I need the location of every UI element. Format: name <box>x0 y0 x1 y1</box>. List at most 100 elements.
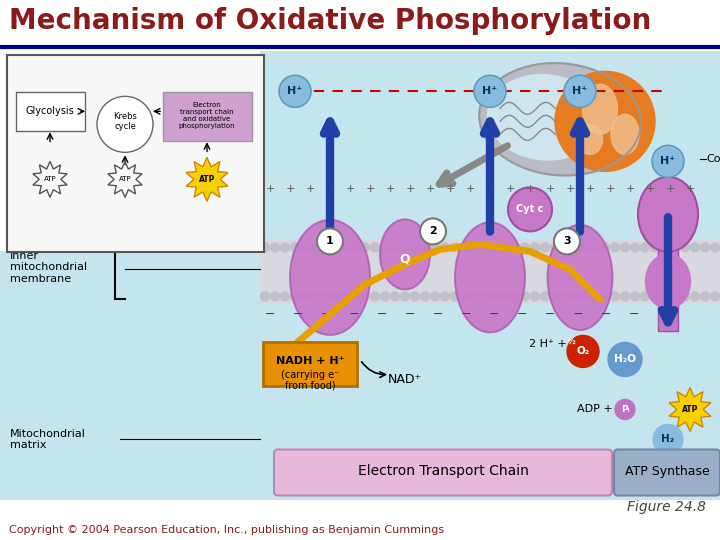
Circle shape <box>611 292 619 301</box>
FancyBboxPatch shape <box>658 221 678 332</box>
Circle shape <box>461 243 469 252</box>
Circle shape <box>564 75 596 107</box>
Text: H⁺: H⁺ <box>482 86 498 96</box>
FancyBboxPatch shape <box>163 92 252 141</box>
Text: +: + <box>585 184 595 194</box>
Circle shape <box>551 243 559 252</box>
Circle shape <box>541 243 549 252</box>
Circle shape <box>470 292 480 301</box>
FancyBboxPatch shape <box>260 51 720 500</box>
Circle shape <box>670 243 680 252</box>
Text: +: + <box>385 184 395 194</box>
Circle shape <box>500 292 510 301</box>
Circle shape <box>621 243 629 252</box>
Circle shape <box>521 292 529 301</box>
Circle shape <box>554 228 580 254</box>
Circle shape <box>711 292 719 301</box>
Circle shape <box>701 292 709 301</box>
Circle shape <box>652 145 684 177</box>
Circle shape <box>300 292 310 301</box>
Circle shape <box>261 292 269 301</box>
Circle shape <box>390 243 400 252</box>
Ellipse shape <box>555 71 655 171</box>
Polygon shape <box>186 157 228 201</box>
Circle shape <box>600 292 610 301</box>
Text: −: − <box>461 308 472 321</box>
FancyBboxPatch shape <box>263 342 357 387</box>
Circle shape <box>660 243 670 252</box>
Text: +: + <box>606 184 615 194</box>
Circle shape <box>431 243 439 252</box>
Circle shape <box>290 243 300 252</box>
Circle shape <box>279 75 311 107</box>
Circle shape <box>680 292 690 301</box>
Circle shape <box>508 187 552 231</box>
Circle shape <box>690 292 700 301</box>
Text: H₂O: H₂O <box>614 354 636 364</box>
Text: +: + <box>305 184 315 194</box>
Circle shape <box>431 292 439 301</box>
Text: −: − <box>377 308 387 321</box>
Circle shape <box>410 243 420 252</box>
Circle shape <box>580 243 590 252</box>
Circle shape <box>441 292 449 301</box>
Circle shape <box>510 292 520 301</box>
Text: H⁺: H⁺ <box>572 86 588 96</box>
Circle shape <box>420 292 430 301</box>
Circle shape <box>531 292 539 301</box>
Ellipse shape <box>611 114 639 154</box>
Ellipse shape <box>646 254 690 309</box>
Text: +: + <box>545 184 554 194</box>
Circle shape <box>690 243 700 252</box>
Text: +: + <box>325 184 335 194</box>
Circle shape <box>261 243 269 252</box>
Circle shape <box>631 243 639 252</box>
Circle shape <box>451 243 459 252</box>
Circle shape <box>570 243 580 252</box>
FancyBboxPatch shape <box>16 92 85 131</box>
Circle shape <box>560 292 570 301</box>
Circle shape <box>451 292 459 301</box>
Text: −: − <box>489 308 499 321</box>
Circle shape <box>541 292 549 301</box>
Text: Pᵢ: Pᵢ <box>621 405 629 414</box>
Text: ATP Synthase: ATP Synthase <box>625 465 709 478</box>
Text: 3: 3 <box>563 237 571 246</box>
Text: ATP: ATP <box>682 405 698 414</box>
Text: Intermembrane
space: Intermembrane space <box>10 159 97 180</box>
FancyBboxPatch shape <box>614 449 720 496</box>
Text: −: − <box>545 308 555 321</box>
Circle shape <box>470 243 480 252</box>
Circle shape <box>281 292 289 301</box>
Text: 1: 1 <box>326 237 334 246</box>
Ellipse shape <box>380 219 430 289</box>
Text: Inner
mitochondrial
membrane: Inner mitochondrial membrane <box>10 251 87 284</box>
Text: −: − <box>517 308 527 321</box>
Text: 2 H⁺ +: 2 H⁺ + <box>529 340 567 349</box>
Text: +: + <box>526 184 535 194</box>
Text: H⁺: H⁺ <box>660 157 675 166</box>
Circle shape <box>420 243 430 252</box>
Text: −: − <box>320 308 331 321</box>
Text: +: + <box>465 184 474 194</box>
Text: −: − <box>433 308 444 321</box>
Circle shape <box>521 243 529 252</box>
Circle shape <box>410 292 420 301</box>
Text: H⁺: H⁺ <box>287 86 302 96</box>
Circle shape <box>590 292 600 301</box>
Circle shape <box>650 292 660 301</box>
Text: +: + <box>445 184 455 194</box>
Text: Figure 24.8: Figure 24.8 <box>626 500 706 514</box>
Text: +: + <box>285 184 294 194</box>
Circle shape <box>371 243 379 252</box>
Ellipse shape <box>638 177 698 252</box>
Text: −: − <box>293 308 303 321</box>
Circle shape <box>441 243 449 252</box>
Circle shape <box>567 335 599 367</box>
Text: +: + <box>405 184 415 194</box>
Circle shape <box>317 228 343 254</box>
Circle shape <box>551 292 559 301</box>
Circle shape <box>281 243 289 252</box>
Ellipse shape <box>547 225 613 330</box>
Text: ½: ½ <box>567 338 575 347</box>
